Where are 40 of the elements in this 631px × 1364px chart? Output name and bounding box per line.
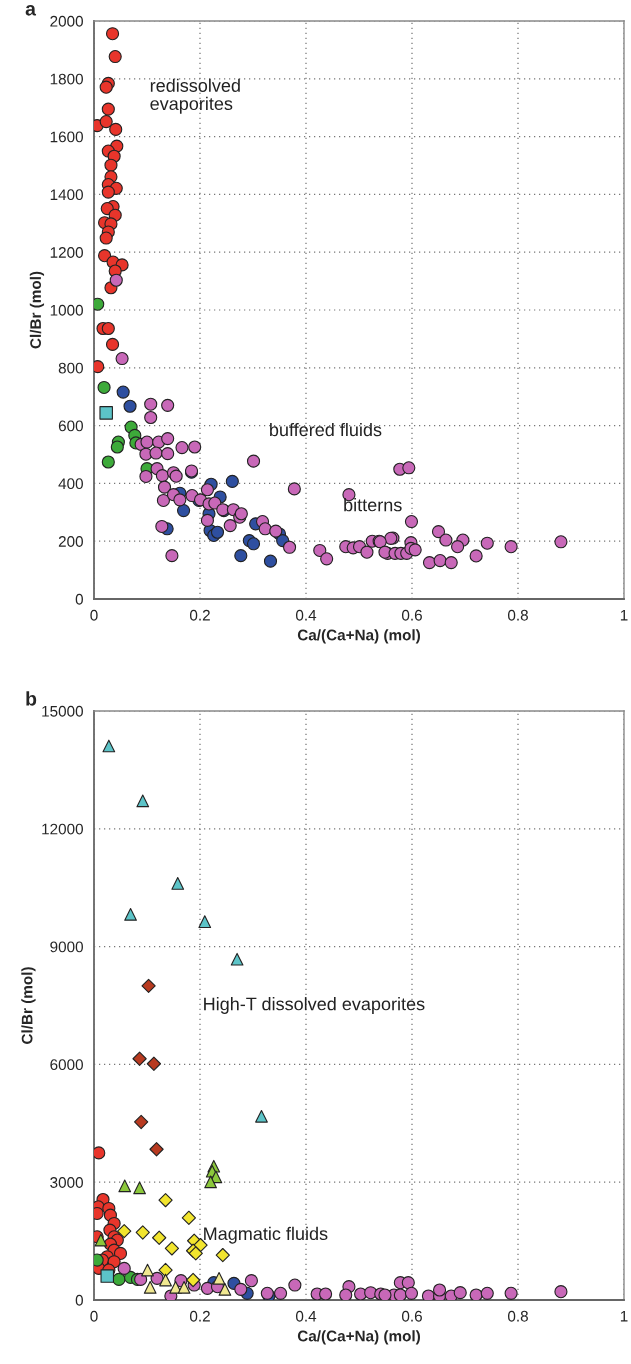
y-tick-label: 1400 <box>50 189 83 201</box>
x-tick-label: 0.8 <box>507 609 528 621</box>
y-tick-label: 1800 <box>50 73 83 85</box>
y-tick-label: 200 <box>58 536 83 547</box>
y-tick-label: 1600 <box>50 131 83 143</box>
y-tick-label: 15000 <box>42 705 83 717</box>
x-axis-title: Ca/(Ca+Na) (mol) <box>297 629 420 644</box>
x-axis-title: Ca/(Ca+Na) (mol) <box>297 1330 420 1345</box>
x-tick-label: 0.4 <box>295 1310 317 1322</box>
chart-title: b <box>26 691 37 706</box>
x-tick-label: 0 <box>90 1310 98 1322</box>
chart-title: a <box>25 4 37 16</box>
x-tick-label: 0 <box>90 609 98 621</box>
y-axis-title: Cl/Br (mol) <box>21 967 36 1044</box>
y-tick-label: 400 <box>58 478 83 490</box>
y-tick-label: 12000 <box>42 823 83 835</box>
y-tick-label: 1000 <box>50 304 83 316</box>
x-tick-label: 0.8 <box>507 1310 528 1322</box>
y-tick-label: 6000 <box>50 1059 83 1071</box>
x-tick-label: 0.2 <box>189 609 210 621</box>
annotation: High-T dissolved evaporites <box>204 997 425 1014</box>
y-tick-label: 3000 <box>50 1177 83 1188</box>
y-tick-label: 0 <box>75 1294 83 1306</box>
annotation: Magmatic fluids <box>204 1226 328 1244</box>
y-tick-label: 2000 <box>50 15 83 27</box>
annotation: bitterns <box>344 498 402 512</box>
y-tick-label: 800 <box>58 362 83 374</box>
y-tick-label: 9000 <box>50 941 83 953</box>
y-axis-title: Cl/Br (mol) <box>29 271 45 349</box>
x-tick-label: 1 <box>620 1310 628 1322</box>
x-tick-label: 0.2 <box>189 1310 210 1322</box>
y-tick-label: 600 <box>58 420 83 432</box>
y-tick-label: 1200 <box>50 247 83 258</box>
x-tick-label: 0.6 <box>401 1310 422 1322</box>
x-tick-label: 0.6 <box>401 609 422 621</box>
y-tick-label: 0 <box>75 593 83 605</box>
annotation: buffered fluids <box>270 422 382 437</box>
x-tick-label: 1 <box>620 609 628 621</box>
annotation: redissolved evaporites <box>150 78 240 114</box>
x-tick-label: 0.4 <box>295 609 317 621</box>
